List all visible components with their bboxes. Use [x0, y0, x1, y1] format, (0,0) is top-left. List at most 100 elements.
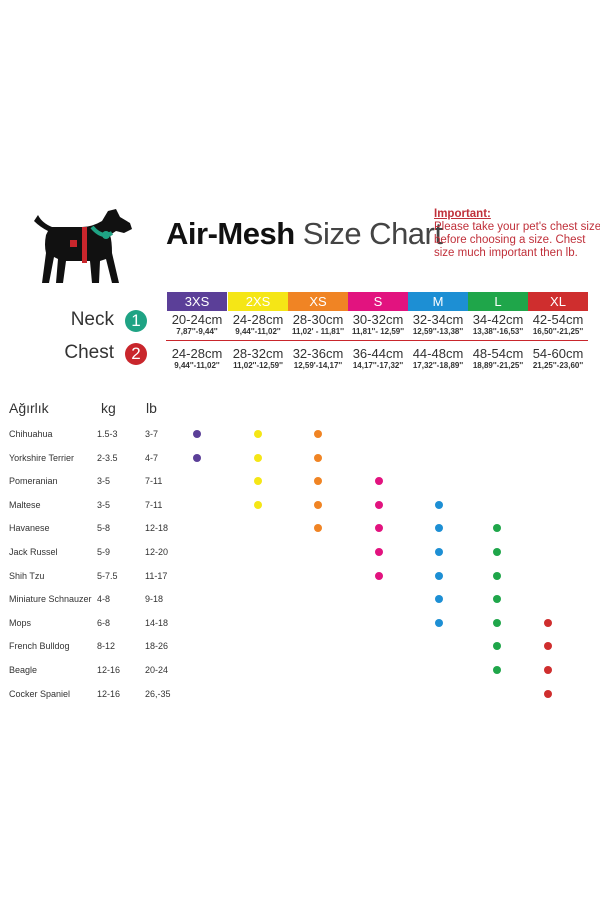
chest-inch: 9,44''-11,02''	[174, 361, 220, 370]
breed-kg: 2-3.5	[97, 452, 118, 463]
size-header-xs: XS	[288, 292, 348, 311]
size-header-xl: XL	[528, 292, 588, 311]
divider	[166, 340, 588, 341]
size-dot-l	[493, 548, 501, 556]
size-dot-3xs	[193, 430, 201, 438]
breed-kg: 12-16	[97, 665, 121, 675]
important-text: Please take your pet's chest size before…	[434, 221, 600, 259]
chest-number-badge: 2	[125, 343, 147, 365]
dog-silhouette-icon	[34, 209, 132, 283]
neck-inch: 11,02' - 11,81''	[292, 327, 344, 336]
size-dot-2xs	[254, 477, 262, 486]
size-dot-l	[493, 666, 501, 674]
important-note: Important: Please take your pet's chest …	[434, 208, 600, 260]
size-dot-l	[493, 595, 501, 604]
breed-lb: 26,-35	[145, 688, 171, 699]
breed-kg: 5-7.5	[97, 570, 118, 581]
chest-cm: 36-44cm	[352, 346, 404, 361]
breed-lb: 9-18	[145, 594, 164, 605]
size-dot-xs	[314, 453, 322, 462]
breed-lb: 4-7	[145, 452, 159, 463]
breed-kg: 5-9	[97, 547, 111, 557]
size-dot-s	[375, 571, 383, 580]
chest-cm: 44-48cm	[412, 346, 464, 361]
neck-cm: 32-34cm	[412, 312, 464, 327]
size-dot-xl	[544, 618, 552, 627]
important-heading: Important:	[434, 208, 491, 220]
chest-inch: 12,59'-14,17''	[293, 361, 343, 370]
chest-label: Chest	[64, 342, 114, 363]
size-dot-s	[375, 500, 383, 509]
size-dot-m	[435, 500, 443, 509]
neck-cm: 34-42cm	[472, 312, 524, 327]
chest-cm: 32-36cm	[292, 346, 344, 361]
breed-lb: 18-26	[145, 641, 169, 652]
breed-kg: 4-8	[97, 594, 111, 605]
size-dot-m	[435, 571, 443, 580]
size-dot-2xs	[254, 453, 262, 462]
size-dot-l	[493, 642, 501, 651]
breed-lb: 3-7	[145, 429, 159, 439]
size-header-l: L	[468, 292, 528, 311]
breed-breed: Maltese	[9, 499, 41, 510]
breed-kg: 3-5	[97, 499, 111, 510]
size-dot-xs	[314, 524, 322, 533]
breed-lb: 7-11	[145, 499, 163, 510]
breed-breed: Shih Tzu	[9, 570, 45, 581]
neck-inch: 12,59''-13,38''	[412, 327, 464, 336]
size-header-3xs: 3XS	[167, 292, 227, 311]
size-header-s: S	[348, 292, 408, 311]
size-dot-xs	[314, 430, 322, 438]
weight-header: Ağırlık	[9, 400, 49, 416]
chest-inch: 18,89''-21,25''	[472, 361, 524, 370]
chest-cm: 24-28cm	[171, 346, 223, 361]
neck-inch: 13,38''-16,53''	[472, 327, 524, 336]
neck-label: Neck	[70, 309, 114, 330]
size-dot-xl	[544, 642, 552, 651]
breed-breed: Havanese	[9, 523, 50, 534]
size-header-m: M	[408, 292, 468, 311]
neck-cm: 30-32cm	[352, 312, 404, 327]
breed-kg: 6-8	[97, 617, 111, 628]
chest-inch: 11,02''-12,59''	[233, 361, 283, 370]
size-header-2xs: 2XS	[228, 292, 288, 311]
size-dot-s	[375, 477, 383, 486]
kg-header: kg	[101, 400, 116, 416]
breed-breed: French Bulldog	[9, 641, 70, 652]
chest-cm: 54-60cm	[532, 346, 584, 361]
neck-cm: 24-28cm	[232, 312, 284, 327]
breed-breed: Pomeranian	[9, 476, 58, 487]
size-dot-l	[493, 618, 501, 627]
neck-number-badge: 1	[125, 310, 147, 332]
breed-breed: Jack Russel	[9, 547, 58, 557]
size-dot-s	[375, 548, 383, 556]
neck-inch: 16,50''-21,25''	[532, 327, 584, 336]
chest-inch: 14,17''-17,32''	[352, 361, 404, 370]
breed-lb: 14-18	[145, 617, 169, 628]
size-dot-m	[435, 595, 443, 604]
chest-cm: 48-54cm	[472, 346, 524, 361]
chest-cm: 28-32cm	[232, 346, 284, 361]
breed-lb: 7-11	[145, 476, 163, 487]
size-dot-m	[435, 618, 443, 627]
size-dot-3xs	[193, 453, 201, 462]
breed-lb: 12-18	[145, 523, 169, 534]
neck-cm: 28-30cm	[292, 312, 344, 327]
breed-kg: 12-16	[97, 688, 121, 699]
size-dot-xs	[314, 500, 322, 509]
breed-kg: 8-12	[97, 641, 116, 652]
size-dot-2xs	[254, 500, 262, 509]
size-dot-s	[375, 524, 383, 533]
title-light: Size Chart	[302, 216, 443, 251]
breed-kg: 5-8	[97, 523, 111, 534]
title-bold: Air-Mesh	[166, 216, 295, 251]
breed-lb: 11-17	[145, 570, 168, 581]
neck-cm: 42-54cm	[532, 312, 584, 327]
size-dot-l	[493, 571, 501, 580]
size-dot-m	[435, 524, 443, 533]
neck-inch: 11,81''- 12,59''	[351, 327, 405, 336]
chest-inch: 21,25''-23,60''	[532, 361, 584, 370]
breed-kg: 3-5	[97, 476, 111, 487]
neck-cm: 20-24cm	[171, 312, 223, 327]
size-dot-l	[493, 524, 501, 533]
